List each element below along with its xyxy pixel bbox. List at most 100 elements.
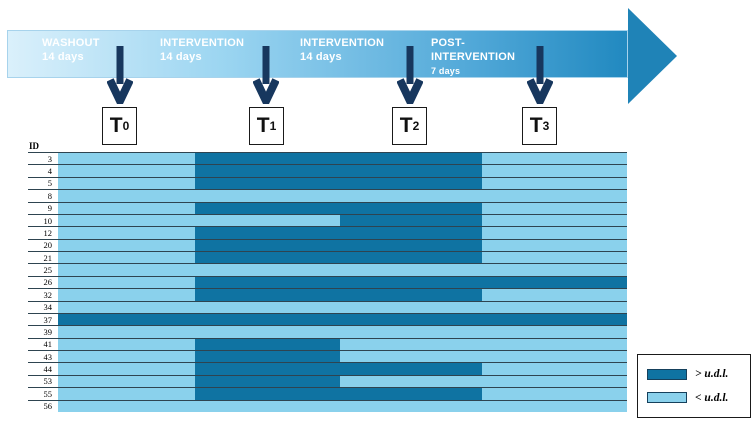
table-row: 53 [28,374,627,388]
row-bars [58,214,627,227]
segment-below-udl [481,400,627,412]
row-id: 4 [47,166,52,177]
segment-below-udl [58,388,196,400]
row-id: 3 [47,153,52,164]
row-bars [58,227,627,239]
table-row: 25 [28,263,627,276]
table-row: 41 [28,337,627,350]
phase-name: INTERVENTION [300,37,385,49]
row-bars [58,177,627,190]
segment-below-udl [195,326,340,338]
table-row: 9 [28,201,627,214]
legend-swatch-dark [647,368,687,380]
segment-above-udl [195,202,340,214]
segment-above-udl [339,313,482,326]
segment-below-udl [58,289,196,301]
segment-below-udl [58,400,196,412]
row-id: 20 [43,240,53,251]
timepoint-label: T [109,114,123,137]
timepoint-label: T [256,114,270,137]
row-id: 53 [43,376,53,387]
down-arrow-icon [107,46,133,104]
table-row: 4 [28,164,627,177]
row-bars [58,326,627,338]
segment-above-udl [195,351,340,363]
down-arrow-icon [253,46,279,104]
segment-below-udl [195,190,340,202]
segment-below-udl [339,375,482,388]
segment-below-udl [339,338,482,350]
segment-above-udl [195,239,340,251]
id-table: 3 4 5 8 9 10 12 20 21 25 26 32 34 37 39 41 43 44 53 55 56 [28,152,627,412]
phase-intervention-2: INTERVENTION 14 days [300,36,384,64]
segment-below-udl [481,363,627,375]
segment-above-udl [195,165,340,177]
segment-above-udl [339,239,482,251]
segment-below-udl [481,388,627,400]
segment-above-udl [195,153,340,165]
segment-below-udl [339,351,482,363]
segment-below-udl [481,214,627,227]
segment-below-udl [481,153,627,165]
segment-above-udl [195,227,340,239]
table-row: 20 [28,238,627,251]
segment-below-udl [481,264,627,276]
table-row: 5 [28,176,627,190]
phase-name: WASHOUT [42,37,100,49]
segment-above-udl [339,363,482,375]
segment-above-udl [195,252,340,264]
segment-below-udl [58,301,196,313]
segment-above-udl [339,227,482,239]
segment-below-udl [481,190,627,202]
legend-label: < u.d.l. [695,391,729,404]
segment-below-udl [58,177,196,190]
segment-below-udl [58,214,196,227]
segment-below-udl [339,190,482,202]
down-arrow-icon [397,46,423,104]
segment-below-udl [481,177,627,190]
phase-name: INTERVENTION [160,37,245,49]
row-bars [58,264,627,276]
segment-below-udl [58,227,196,239]
row-bars [58,400,627,412]
row-id: 56 [43,401,53,412]
segment-below-udl [58,338,196,350]
segment-above-udl [195,276,340,289]
row-id: 10 [43,215,53,226]
table-row: 12 [28,226,627,239]
segment-above-udl [339,289,482,301]
segment-above-udl [481,276,627,289]
row-bars [58,276,627,289]
segment-below-udl [481,301,627,313]
table-row: 32 [28,288,627,301]
segment-above-udl [195,289,340,301]
segment-below-udl [339,264,482,276]
row-id: 37 [43,314,53,325]
segment-below-udl [481,338,627,350]
segment-below-udl [481,202,627,214]
segment-above-udl [58,313,196,326]
row-bars [58,202,627,214]
segment-below-udl [58,276,196,289]
segment-below-udl [481,289,627,301]
segment-above-udl [339,202,482,214]
segment-above-udl [195,388,340,400]
row-bars [58,252,627,264]
segment-below-udl [481,326,627,338]
table-row: 34 [28,300,627,313]
segment-above-udl [481,313,627,326]
row-bars [58,351,627,363]
row-id: 9 [47,203,52,214]
timepoint-sub: 1 [269,119,277,133]
table-row: 26 [28,275,627,289]
segment-above-udl [195,338,340,350]
table-row: 8 [28,189,627,202]
table-row: 39 [28,325,627,338]
segment-below-udl [481,351,627,363]
row-bars [58,313,627,326]
timepoint-label: T [399,114,413,137]
timepoint-label: T [529,114,543,137]
phase-washout: WASHOUT 14 days [42,36,100,64]
